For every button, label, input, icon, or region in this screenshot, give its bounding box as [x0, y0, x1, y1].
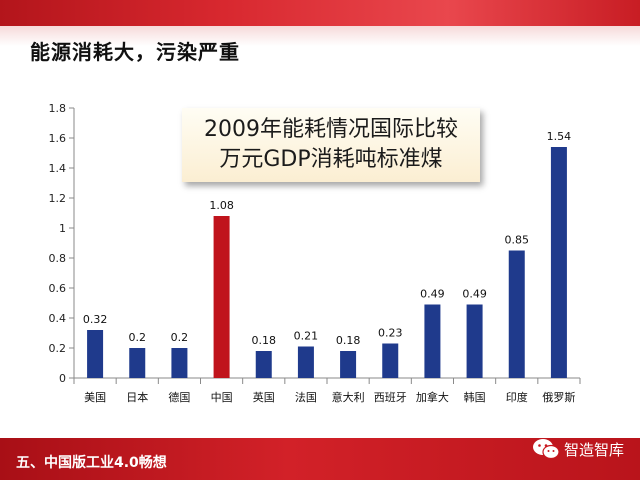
- x-tick-label: 法国: [295, 390, 317, 404]
- bar: [550, 147, 567, 378]
- y-tick-label: 1.4: [49, 162, 67, 175]
- bar: [297, 346, 314, 378]
- y-tick-label: 1.6: [49, 132, 67, 145]
- watermark-text: 智造智库: [563, 440, 624, 459]
- chart-subtitle: 万元GDP消耗吨标准煤: [219, 147, 443, 172]
- x-tick-label: 西班牙: [374, 391, 407, 404]
- data-label: 0.2: [129, 331, 147, 344]
- y-tick-label: 1.8: [49, 102, 67, 115]
- y-tick-label: 0: [59, 372, 66, 385]
- y-tick-label: 0.8: [49, 252, 67, 265]
- chart-title-box: 2009年能耗情况国际比较 万元GDP消耗吨标准煤: [182, 108, 480, 182]
- x-tick-label: 印度: [506, 390, 528, 404]
- bar: [213, 216, 230, 378]
- slide-title: 能源消耗大，污染严重: [30, 40, 240, 64]
- data-label: 0.2: [171, 331, 189, 344]
- y-tick-label: 0.4: [49, 312, 67, 325]
- data-label: 0.18: [252, 334, 277, 347]
- x-tick-label: 加拿大: [416, 390, 449, 404]
- data-label: 1.54: [547, 130, 572, 143]
- x-tick-label: 韩国: [464, 390, 486, 404]
- wechat-icon: [532, 439, 560, 460]
- x-tick-label: 德国: [168, 390, 190, 404]
- x-tick-label: 日本: [126, 390, 148, 404]
- x-tick-label: 美国: [84, 391, 106, 404]
- top-banner-fade: [0, 26, 640, 46]
- data-label: 0.23: [378, 327, 403, 340]
- data-label: 1.08: [209, 199, 234, 212]
- data-label: 0.32: [83, 313, 108, 326]
- data-label: 0.49: [420, 288, 445, 301]
- x-tick-label: 俄罗斯: [542, 391, 575, 404]
- y-tick-label: 0.6: [49, 282, 67, 295]
- bar: [508, 250, 525, 378]
- top-banner: [0, 0, 640, 26]
- bar: [87, 330, 104, 378]
- data-label: 0.49: [462, 288, 487, 301]
- data-label: 0.85: [505, 234, 530, 247]
- x-tick-label: 英国: [253, 390, 275, 404]
- bar: [340, 351, 357, 378]
- bar: [171, 348, 188, 378]
- x-tick-label: 中国: [211, 391, 233, 404]
- bar: [382, 343, 399, 378]
- y-tick-label: 0.2: [49, 342, 67, 355]
- bar: [255, 351, 272, 378]
- chart-title: 2009年能耗情况国际比较: [204, 117, 458, 142]
- data-label: 0.21: [294, 330, 319, 343]
- footer-title: 五、中国版工业4.0畅想: [16, 455, 167, 471]
- data-label: 0.18: [336, 334, 361, 347]
- x-tick-label: 意大利: [332, 390, 365, 404]
- bar: [424, 304, 441, 378]
- bar: [129, 348, 146, 378]
- watermark: 智造智库: [532, 438, 624, 460]
- y-tick-label: 1.2: [49, 192, 67, 205]
- bar: [466, 304, 483, 378]
- y-tick-label: 1: [59, 222, 66, 235]
